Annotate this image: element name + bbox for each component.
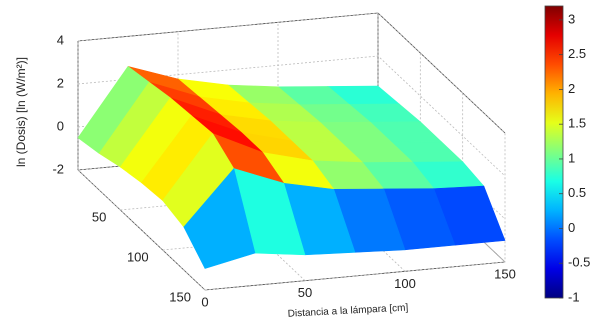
colorbar-tick-label: 1	[568, 150, 575, 165]
z-tick-label: -2	[52, 161, 64, 176]
y-tick-label: 100	[127, 249, 149, 264]
colorbar-tick-label: 0.5	[568, 185, 586, 200]
z-tick-label: 0	[57, 118, 64, 133]
colorbar-tick-label: 1.5	[568, 116, 586, 131]
z-tick-label: 2	[57, 75, 64, 90]
box-edge	[77, 12, 379, 42]
x-tick-label: 0	[201, 294, 208, 309]
grid-line	[77, 12, 506, 134]
colorbar-tick-label: 2	[568, 81, 575, 96]
colorbar-tick-label: 3	[568, 11, 575, 26]
colorbar-tick-label: -1	[568, 289, 580, 304]
grid-line	[377, 13, 506, 263]
colorbar-tick-label: -0.5	[568, 255, 590, 270]
z-axis-label: ln (Dosis) [ln (W/m²)]	[14, 57, 28, 167]
colorbar	[544, 5, 564, 299]
grid-line	[204, 133, 506, 291]
box-edge	[204, 261, 506, 291]
colorbar-tick-label: 0	[568, 220, 575, 235]
x-tick-label: 50	[298, 285, 312, 300]
y-tick-label: 150	[169, 289, 191, 304]
x-tick-label: 150	[494, 266, 516, 281]
grid-line	[77, 41, 206, 291]
colorbar-tick-label: 2.5	[568, 46, 586, 61]
x-tick-label: 100	[394, 276, 416, 291]
grid-line	[277, 22, 406, 272]
y-tick-label: 50	[92, 209, 106, 224]
z-tick-label: 4	[57, 32, 64, 47]
grid-line	[177, 31, 306, 281]
x-axis-label: Distancia a la lámpara [cm]	[287, 302, 408, 319]
surface-face	[183, 167, 256, 269]
